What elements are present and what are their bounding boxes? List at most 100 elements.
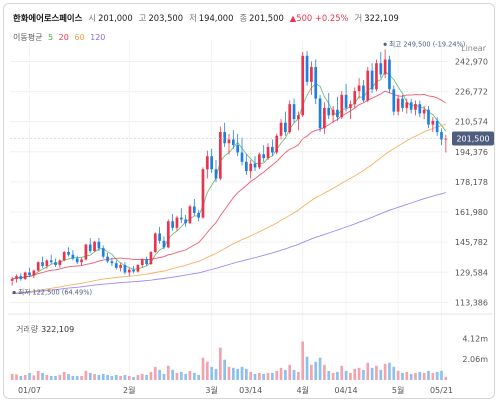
candle-body xyxy=(175,217,179,228)
candle-body xyxy=(305,55,309,82)
volume-bar xyxy=(106,374,109,380)
volume-bar xyxy=(23,374,27,380)
candle-body xyxy=(284,122,287,133)
candle-body xyxy=(279,122,283,136)
candle-body xyxy=(71,254,75,259)
candle-body xyxy=(409,102,413,110)
scale-toggle[interactable]: Linear xyxy=(461,44,486,53)
volume-bars xyxy=(10,341,448,380)
volume-bar xyxy=(15,374,18,380)
y-tick-label: 161,980 xyxy=(455,208,488,217)
volume-bar xyxy=(158,369,161,380)
volume-bar xyxy=(275,370,279,380)
candle-body xyxy=(292,104,296,120)
candle-body xyxy=(362,85,365,101)
candle-body xyxy=(444,138,448,140)
volume-bar xyxy=(388,362,391,380)
candle-body xyxy=(383,59,387,75)
candle-body xyxy=(318,98,322,129)
volume-bar xyxy=(201,357,205,380)
candle-body xyxy=(97,241,101,249)
candle-body xyxy=(266,146,270,159)
volume-bar xyxy=(71,375,75,380)
volume-bar xyxy=(362,369,365,380)
candle-body xyxy=(231,139,235,146)
volume-bar xyxy=(427,370,430,380)
candle-body xyxy=(396,98,400,112)
volume-bar xyxy=(210,366,213,380)
volume-bar xyxy=(422,372,426,380)
candle-body xyxy=(297,115,300,120)
candle-body xyxy=(132,269,135,272)
candle-body xyxy=(149,251,153,265)
volume-bar xyxy=(292,369,296,380)
volume-bar xyxy=(28,372,31,380)
candle-body xyxy=(101,248,105,257)
candle-body xyxy=(192,206,196,213)
ma-line-20 xyxy=(12,90,447,280)
candle-body xyxy=(15,276,18,279)
candle-body xyxy=(236,145,240,153)
volume-bar xyxy=(93,373,96,380)
candle-body xyxy=(340,94,344,118)
volume-bar xyxy=(127,375,131,380)
candle-body xyxy=(214,169,218,179)
open-value: 201,000 xyxy=(98,13,133,23)
moving-average-legend[interactable]: 이동평균 5 20 60 120 xyxy=(13,32,108,43)
candle-body xyxy=(75,258,79,263)
price-grid: 242,970 226,772 210,574 194,376 178,178 161,9… xyxy=(10,57,488,307)
volume-bar xyxy=(258,372,261,380)
stock-name[interactable]: 한화에어로스페이스 xyxy=(13,13,83,23)
x-tick-label: 4월 xyxy=(296,385,308,395)
volume-bar xyxy=(175,372,179,380)
volume-bar xyxy=(366,362,370,380)
ma-line-60 xyxy=(12,123,446,295)
volume-bar xyxy=(184,373,187,380)
volume-bar xyxy=(314,361,318,380)
candle-body xyxy=(114,263,118,268)
volume-bar xyxy=(75,375,79,380)
candle-body xyxy=(58,260,62,266)
candle-body xyxy=(258,154,261,168)
candle-body xyxy=(45,260,49,266)
volume-bar xyxy=(409,373,413,380)
y-tick-label: 178,178 xyxy=(455,178,488,187)
last-price-label: 201,500 xyxy=(456,135,489,144)
volume-bar xyxy=(288,364,292,380)
candle-body xyxy=(327,107,331,116)
candle-body xyxy=(336,109,339,118)
volume-bar xyxy=(245,368,248,380)
candle-body xyxy=(210,156,213,170)
candle-body xyxy=(227,139,231,144)
y-tick-label: 210,574 xyxy=(455,118,488,127)
candle-body xyxy=(162,240,166,248)
volume-bar xyxy=(179,371,183,380)
ma-60: 60 xyxy=(74,33,85,42)
ma-line-5 xyxy=(12,70,447,280)
candle-body xyxy=(184,219,187,224)
candle-body xyxy=(197,212,200,218)
volume-bar xyxy=(140,373,144,380)
volume-bar xyxy=(32,375,36,380)
candle-body xyxy=(140,259,144,266)
volume-bar xyxy=(323,364,326,380)
candle-body xyxy=(388,59,391,90)
candle-body xyxy=(353,91,357,105)
volume-bar xyxy=(218,347,222,380)
volume-bar xyxy=(344,370,348,380)
volume-bar xyxy=(279,367,283,380)
volume-bar xyxy=(132,376,135,380)
candle-body xyxy=(301,55,305,116)
volume-bar xyxy=(271,372,274,380)
volume-bar xyxy=(253,373,257,380)
volume-bar xyxy=(49,375,53,380)
candle-body xyxy=(166,221,170,248)
volume-bar xyxy=(149,371,153,380)
volume-bar xyxy=(110,375,114,380)
volume-bar xyxy=(284,369,287,380)
candle-body xyxy=(93,241,96,252)
volume-bar xyxy=(119,375,122,380)
low-value: 194,000 xyxy=(198,13,234,23)
candle-body xyxy=(431,120,435,125)
